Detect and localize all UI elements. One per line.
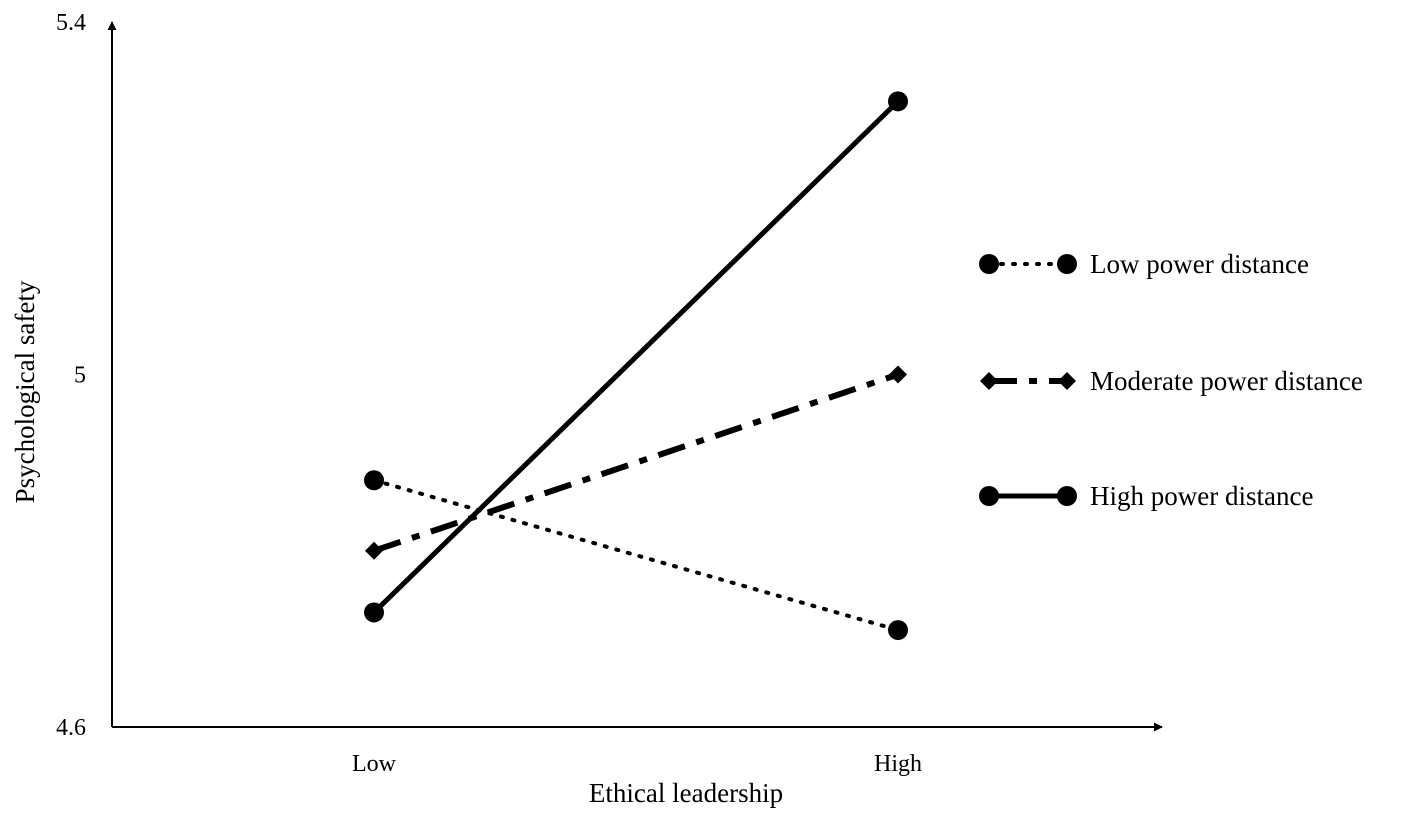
series-line bbox=[373, 371, 899, 554]
x-tick-label: Low bbox=[352, 751, 397, 777]
legend-item: High power distance bbox=[979, 481, 1313, 511]
y-tick-label: 5 bbox=[74, 363, 86, 389]
series-line bbox=[372, 99, 900, 615]
legend-item: Moderate power distance bbox=[980, 366, 1363, 396]
legend-marker bbox=[979, 486, 999, 506]
y-tick-label: 5.4 bbox=[56, 10, 86, 36]
legend-marker bbox=[980, 372, 998, 390]
legend-marker bbox=[1057, 254, 1077, 274]
legend-item: Low power distance bbox=[979, 249, 1309, 279]
y-axis-title: Psychological safety bbox=[10, 280, 40, 503]
legend-label: Low power distance bbox=[1090, 249, 1309, 279]
series-2 bbox=[365, 365, 907, 560]
data-point bbox=[365, 541, 383, 560]
legend-marker bbox=[1057, 486, 1077, 506]
series-1 bbox=[364, 470, 908, 641]
legend-marker bbox=[1058, 372, 1076, 390]
series-line bbox=[372, 478, 900, 633]
y-tick-labels: 4.6 5 5.4 bbox=[56, 10, 86, 741]
series-layer bbox=[364, 91, 908, 641]
x-tick-labels: Low High bbox=[352, 751, 922, 777]
y-tick-label: 4.6 bbox=[56, 715, 86, 741]
legend-label: Moderate power distance bbox=[1090, 366, 1363, 396]
legend-marker bbox=[979, 254, 999, 274]
series-3 bbox=[364, 91, 908, 623]
data-point bbox=[889, 365, 907, 384]
data-point bbox=[888, 91, 908, 112]
x-axis-title: Ethical leadership bbox=[589, 778, 783, 808]
data-point bbox=[364, 602, 384, 623]
data-point bbox=[888, 620, 908, 641]
legend-label: High power distance bbox=[1090, 481, 1313, 511]
x-tick-label: High bbox=[874, 751, 922, 777]
data-point bbox=[364, 470, 384, 491]
legend: Low power distance Moderate power distanc… bbox=[979, 249, 1363, 511]
